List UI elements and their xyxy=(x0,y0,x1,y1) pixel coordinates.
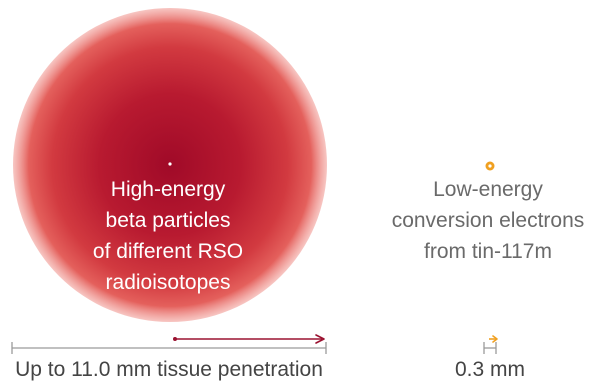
conversion-electrons-label: Low-energy conversion electrons from tin… xyxy=(383,174,593,267)
beta-scale-bar xyxy=(11,342,327,354)
beta-label-line-1: High-energy xyxy=(110,178,226,201)
beta-label-line-4: radioisotopes xyxy=(105,271,231,294)
beta-source-dot xyxy=(168,162,172,166)
beta-range-arrow xyxy=(173,334,325,344)
conversion-label-line-1: Low-energy xyxy=(433,178,543,201)
conversion-source-dot xyxy=(488,164,492,168)
conversion-label-line-2: conversion electrons xyxy=(391,209,585,232)
conversion-scale-bar xyxy=(483,342,497,354)
beta-label-line-3: of different RSO xyxy=(92,240,244,263)
conversion-range-arrow xyxy=(489,335,498,343)
beta-label-line-2: beta particles xyxy=(105,209,231,232)
conversion-penetration-caption: 0.3 mm xyxy=(454,358,525,381)
beta-particles-label: High-energy beta particles of different … xyxy=(18,174,318,298)
conversion-label-line-3: from tin-117m xyxy=(424,240,552,263)
beta-penetration-caption: Up to 11.0 mm tissue penetration xyxy=(15,358,323,381)
